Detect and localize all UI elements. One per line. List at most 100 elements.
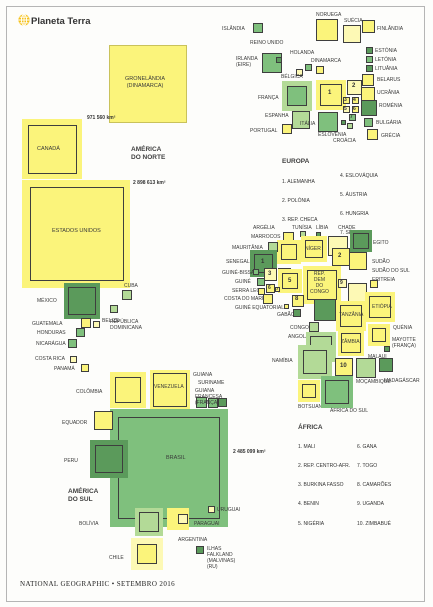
legend-africa-1: 1. MALI xyxy=(298,443,316,450)
label-malawi: MALAUI xyxy=(368,354,387,360)
country-square-eritrea xyxy=(370,280,378,288)
label-ecuador: EQUADOR xyxy=(62,420,88,426)
label-guinea-bissau: GUINÉ-BISSAU xyxy=(222,270,258,276)
number-6-ghana: 6 xyxy=(268,285,271,291)
country-square-peru xyxy=(95,445,123,473)
number-7-serbia: 7 xyxy=(350,114,353,120)
legend-africa-9: 9. UGANDA xyxy=(357,501,384,508)
label-brazil: BRASIL xyxy=(166,455,186,461)
label-portugal: PORTUGAL xyxy=(250,128,278,134)
label-equatorial-guinea: GUINÉ EQUATORIAL xyxy=(235,305,284,311)
country-square-venezuela xyxy=(153,373,187,407)
country-square-kenya-outer xyxy=(368,324,390,346)
country-square-mexico xyxy=(68,287,96,315)
country-square-portugal xyxy=(282,124,292,134)
country-square-mayotte xyxy=(384,346,390,352)
label-cuba: CUBA xyxy=(124,283,138,289)
label-nicaragua: NICARÁGUA xyxy=(36,341,66,347)
label-belarus: BELARUS xyxy=(377,77,401,83)
region-europe: EUROPA xyxy=(282,158,310,165)
country-square-falklands xyxy=(196,546,204,554)
label-chile: CHILE xyxy=(109,555,124,561)
label-eritrea: ERITREIA xyxy=(372,277,396,283)
label-iceland: ISLÂNDIA xyxy=(222,26,245,32)
country-square-hungary xyxy=(352,106,359,113)
country-square-suriname xyxy=(208,398,218,408)
country-square-norway xyxy=(316,19,338,41)
number-7-togo: 7 xyxy=(276,286,279,291)
label-madagascar: MADAGÁSCAR xyxy=(384,378,420,384)
country-square-algeria xyxy=(281,244,297,260)
country-square-mexico-outer xyxy=(64,283,100,319)
country-square-canada xyxy=(28,125,77,174)
country-square-zambia xyxy=(341,333,361,353)
country-square-french-guiana xyxy=(218,398,227,407)
label-finland: FINLÂNDIA xyxy=(377,26,404,32)
country-square-uruguay xyxy=(208,506,215,513)
number-9-uganda: 9 xyxy=(340,280,343,286)
label-sudan: SUDÃO xyxy=(372,259,390,265)
country-square-guinea xyxy=(257,278,265,286)
label-panama: PANAMÁ xyxy=(54,366,75,372)
country-square-guinea-bissau xyxy=(253,269,259,275)
country-square-slovenia xyxy=(341,120,346,125)
label-ethiopia: ETIÓPIA xyxy=(372,304,392,310)
country-square-italy xyxy=(318,112,338,132)
label-egypt: EGITO xyxy=(373,240,389,246)
country-square-chile xyxy=(137,544,157,564)
country-square-austria xyxy=(343,106,350,113)
label-namibia: NAMÍBIA xyxy=(272,358,293,364)
country-square-croatia xyxy=(347,123,353,129)
label-honduras: HONDURAS xyxy=(37,330,66,336)
label-colombia: COLÔMBIA xyxy=(76,389,103,395)
number-1-germany: 1 xyxy=(328,90,332,96)
legend-africa-col1: 1. MALI 2. REP. CENTRO-AFR. 3. BURKINA F… xyxy=(298,431,350,540)
region-africa: ÁFRICA xyxy=(298,424,323,431)
label-ireland: IRLANDA (EIRE) xyxy=(236,56,258,68)
legend-europe-6: 6. HUNGRIA xyxy=(340,211,369,218)
country-square-greenland xyxy=(109,45,187,123)
label-romania: ROMÉNIA xyxy=(379,103,403,109)
country-square-bulgaria xyxy=(364,118,373,127)
legend-europe-2: 2. POLÓNIA xyxy=(282,198,310,205)
country-square-denmark xyxy=(316,66,324,74)
country-square-kenya xyxy=(372,328,386,342)
label-mozambique: MOÇAMBIQUE xyxy=(356,379,391,385)
country-square-paraguay xyxy=(178,514,188,524)
page-frame xyxy=(6,6,425,602)
label-croatia: CROÁCIA xyxy=(333,138,356,144)
legend-europe-1: 1. ALEMANHA xyxy=(282,178,315,185)
label-mayotte: MAYOTTE (FRANÇA) xyxy=(392,337,416,349)
label-guinea: GUINÉ xyxy=(235,279,251,285)
label-greenland: GRONELÂNDIA (DINAMARCA) xyxy=(125,76,166,89)
label-uruguay: URUGUAI xyxy=(217,507,241,513)
label-drc: REP. DEM DO CONGO xyxy=(310,271,329,295)
label-dominican-republic: REPÚBLICA DOMINICANA xyxy=(110,319,142,331)
country-square-south-africa xyxy=(325,380,349,404)
area-canada: 971 560 km² xyxy=(87,115,116,121)
country-square-ivory-coast xyxy=(263,294,273,304)
globe-logo-icon xyxy=(18,14,30,26)
country-square-mozambique xyxy=(356,358,376,378)
country-square-usa-outer xyxy=(22,180,130,288)
number-5-nigeria: 5 xyxy=(288,278,292,284)
legend-europe-5: 5. ÁUSTRIA xyxy=(340,192,368,199)
country-square-uganda xyxy=(338,279,347,288)
label-south-africa: ÁFRICA DO SUL xyxy=(330,408,369,414)
country-square-togo xyxy=(275,287,280,292)
legend-africa-2: 2. REP. CENTRO-AFR. xyxy=(298,463,351,470)
country-square-namibia xyxy=(303,350,327,374)
legend-africa-col2: 6. GANA 7. TOGO 8. CAMARÕES 9. UGANDA 10… xyxy=(357,431,391,540)
number-3-czech: 3 xyxy=(344,97,347,103)
footer-credit: NATIONAL GEOGRAPHIC • SETEMBRO 2016 xyxy=(20,580,176,588)
number-10-zimbabwe: 10 xyxy=(340,363,347,369)
legend-africa-3: 3. BURKINA FASSO xyxy=(298,482,344,489)
country-square-costa-rica xyxy=(70,356,77,363)
area-usa: 2 898 613 km² xyxy=(133,180,166,186)
country-square-ethiopia xyxy=(369,296,391,318)
country-square-estonia xyxy=(366,47,373,54)
legend-africa-10: 10. ZIMBABUÉ xyxy=(357,520,391,527)
label-sweden: SUÉCIA xyxy=(344,18,363,24)
legend-europe-3: 3. REP. CHECA xyxy=(282,217,318,224)
country-square-mali xyxy=(254,254,273,273)
